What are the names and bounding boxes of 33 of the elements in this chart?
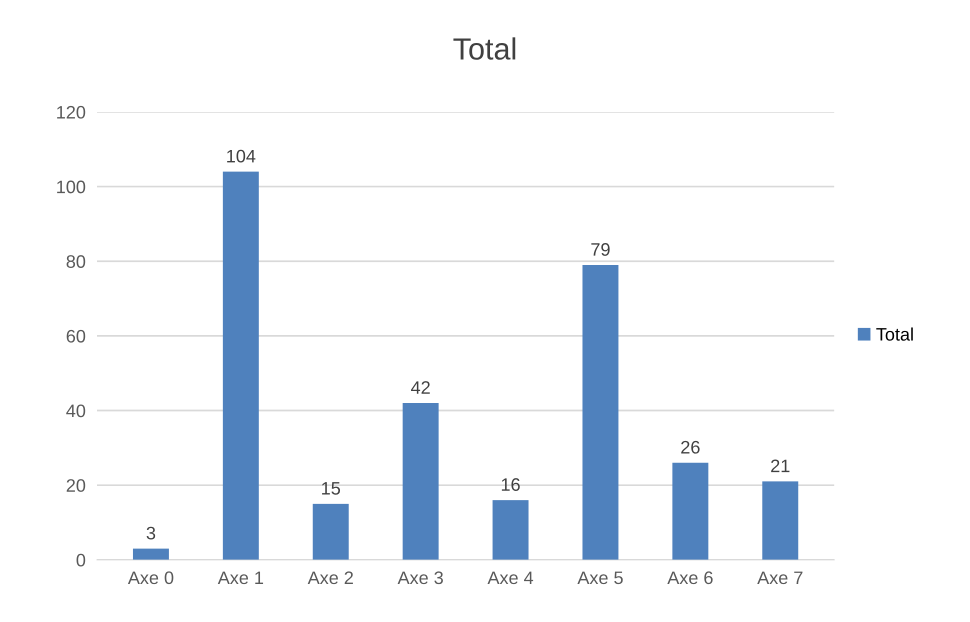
data-label: 3 [146, 526, 156, 540]
bar [762, 481, 798, 560]
legend-label: Total [876, 327, 913, 341]
y-tick-label: 100 [57, 180, 86, 194]
bar [222, 172, 259, 560]
chart-title: Total [453, 37, 516, 60]
x-tick-label: Axe 7 [757, 572, 802, 584]
x-tick-label: Axe 0 [128, 571, 174, 584]
x-tick-label: Axe 2 [308, 571, 353, 584]
y-tick-label: 80 [66, 255, 86, 268]
data-label: 21 [771, 460, 790, 472]
y-tick-label: 20 [66, 479, 86, 492]
data-label: 79 [591, 243, 610, 256]
bar [132, 548, 169, 560]
x-tick-label: Axe 4 [488, 572, 534, 584]
bar [492, 500, 529, 560]
y-tick-label: 60 [66, 330, 86, 343]
y-tick-label: 40 [66, 404, 86, 418]
y-tick-label: 0 [76, 554, 86, 567]
x-tick-label: Axe 6 [667, 571, 713, 584]
data-label: 26 [681, 440, 700, 454]
bar [402, 403, 439, 560]
data-label: 16 [502, 478, 520, 491]
y-tick-label: 120 [57, 106, 86, 119]
data-label: 104 [227, 150, 256, 163]
x-tick-label: Axe 1 [218, 572, 264, 584]
data-label: 15 [322, 482, 340, 495]
data-label: 42 [411, 381, 430, 394]
bar [312, 504, 349, 560]
x-tick-label: Axe 3 [398, 571, 443, 584]
bar [672, 462, 708, 560]
bar [582, 264, 618, 560]
x-tick-label: Axe 5 [577, 572, 623, 584]
